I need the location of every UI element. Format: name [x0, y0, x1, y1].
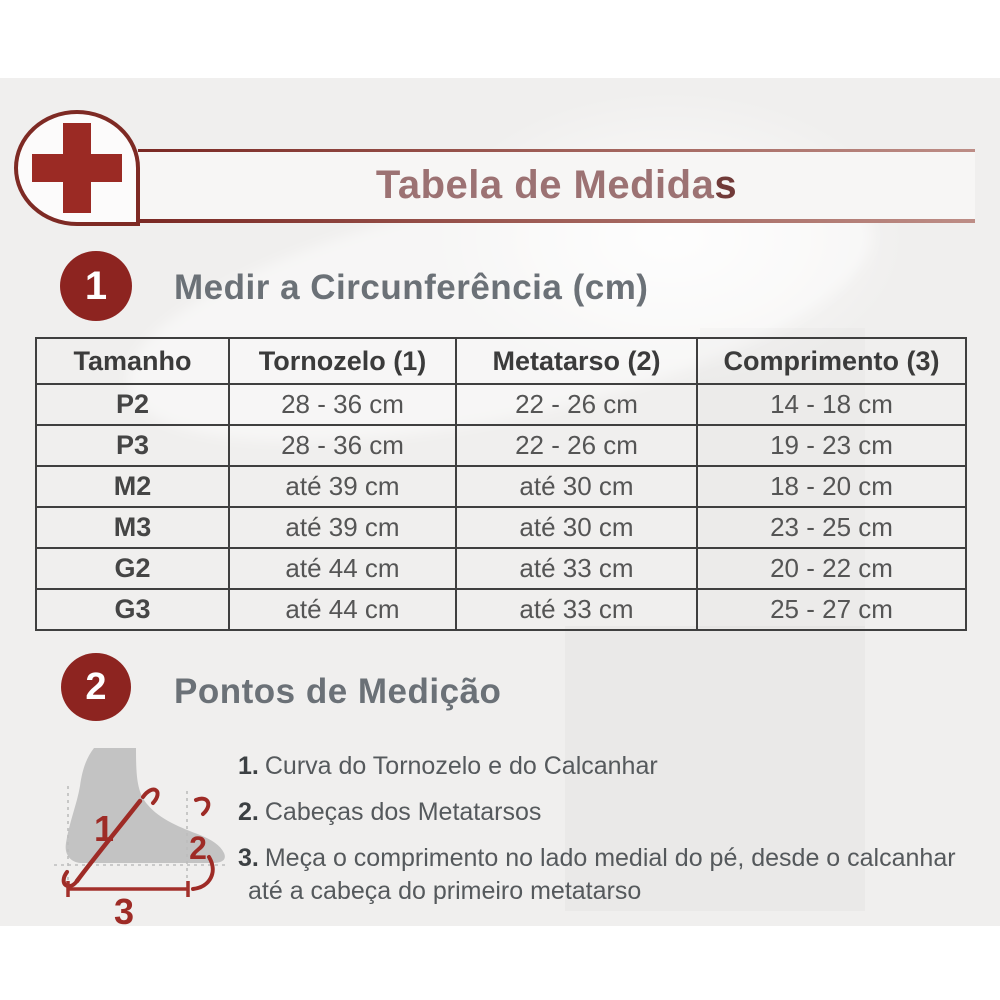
measure-arc-1-hook	[141, 787, 160, 805]
cell-metatarsal: até 30 cm	[455, 465, 698, 508]
table-header-row: Tamanho Tornozelo (1) Metatarso (2) Comp…	[35, 337, 967, 385]
note-number: 1.	[238, 752, 259, 780]
cell-size: P3	[35, 424, 230, 467]
table-row: M3 até 39 cm até 30 cm 23 - 25 cm	[35, 506, 967, 549]
note-text: Curva do Tornozelo e do Calcanhar	[264, 752, 658, 780]
section-2-badge: 2	[61, 653, 131, 721]
cell-metatarsal: até 33 cm	[455, 547, 698, 590]
note-number: 3.	[238, 844, 259, 872]
column-header-size: Tamanho	[35, 337, 230, 385]
measurement-notes-list: 1. Curva do Tornozelo e do Calcanhar 2. Ca…	[238, 750, 980, 921]
banner-top-line	[138, 149, 975, 152]
page-title-text: Tabela de Medida	[375, 163, 715, 207]
list-item: 1. Curva do Tornozelo e do Calcanhar	[238, 750, 980, 783]
table-row: M2 até 39 cm até 30 cm 18 - 20 cm	[35, 465, 967, 508]
column-header-metatarsal: Metatarso (2)	[455, 337, 698, 385]
measurements-table: Tamanho Tornozelo (1) Metatarso (2) Comp…	[35, 337, 967, 631]
cell-metatarsal: 22 - 26 cm	[455, 424, 698, 467]
measure-arc-2	[191, 855, 215, 891]
cell-size: P2	[35, 383, 230, 426]
cell-size: M3	[35, 506, 230, 549]
cell-size: G3	[35, 588, 230, 631]
table-row: G3 até 44 cm até 33 cm 25 - 27 cm	[35, 588, 967, 631]
cell-length: 20 - 22 cm	[696, 547, 967, 590]
measure-arc-2-hook	[194, 796, 211, 816]
cell-length: 14 - 18 cm	[696, 383, 967, 426]
medical-cross-icon	[32, 154, 122, 182]
page-title: Tabela de Medidas	[138, 149, 975, 221]
cell-length: 19 - 23 cm	[696, 424, 967, 467]
cell-metatarsal: até 30 cm	[455, 506, 698, 549]
cell-ankle: 28 - 36 cm	[228, 424, 457, 467]
column-header-ankle: Tornozelo (1)	[228, 337, 457, 385]
cell-length: 23 - 25 cm	[696, 506, 967, 549]
measure-arc-1	[74, 798, 143, 884]
table-row: G2 até 44 cm até 33 cm 20 - 22 cm	[35, 547, 967, 590]
foot-silhouette-icon	[65, 748, 225, 863]
cell-ankle: 28 - 36 cm	[228, 383, 457, 426]
cell-ankle: até 44 cm	[228, 547, 457, 590]
section-2-heading: Pontos de Medição	[174, 672, 502, 711]
section-1-badge: 1	[60, 251, 132, 321]
measure-arc-1-curl	[61, 870, 79, 889]
column-header-length: Comprimento (3)	[696, 337, 967, 385]
list-item: 3. Meça o comprimento no lado medial do p…	[238, 842, 980, 908]
cell-metatarsal: até 33 cm	[455, 588, 698, 631]
cell-ankle: até 44 cm	[228, 588, 457, 631]
diagram-label-3: 3	[114, 891, 134, 932]
foot-measurement-diagram: 1 2 3	[54, 748, 226, 932]
note-text: Cabeças dos Metatarsos	[264, 798, 542, 826]
page-title-suffix: s	[714, 163, 738, 207]
cell-size: G2	[35, 547, 230, 590]
medical-logo	[14, 110, 140, 226]
table-row: P2 28 - 36 cm 22 - 26 cm 14 - 18 cm	[35, 383, 967, 426]
diagram-label-2: 2	[189, 830, 207, 866]
diagram-label-1: 1	[94, 808, 114, 849]
list-item: 2. Cabeças dos Metatarsos	[238, 796, 980, 829]
cell-length: 25 - 27 cm	[696, 588, 967, 631]
cell-size: M2	[35, 465, 230, 508]
cell-length: 18 - 20 cm	[696, 465, 967, 508]
cell-metatarsal: 22 - 26 cm	[455, 383, 698, 426]
cell-ankle: até 39 cm	[228, 465, 457, 508]
table-row: P3 28 - 36 cm 22 - 26 cm 19 - 23 cm	[35, 424, 967, 467]
note-text: Meça o comprimento no lado medial do pé,…	[248, 844, 956, 905]
title-banner: Tabela de Medidas	[138, 149, 975, 223]
section-1-heading: Medir a Circunferência (cm)	[174, 268, 649, 307]
banner-bottom-line	[138, 219, 975, 223]
note-number: 2.	[238, 798, 259, 826]
cell-ankle: até 39 cm	[228, 506, 457, 549]
